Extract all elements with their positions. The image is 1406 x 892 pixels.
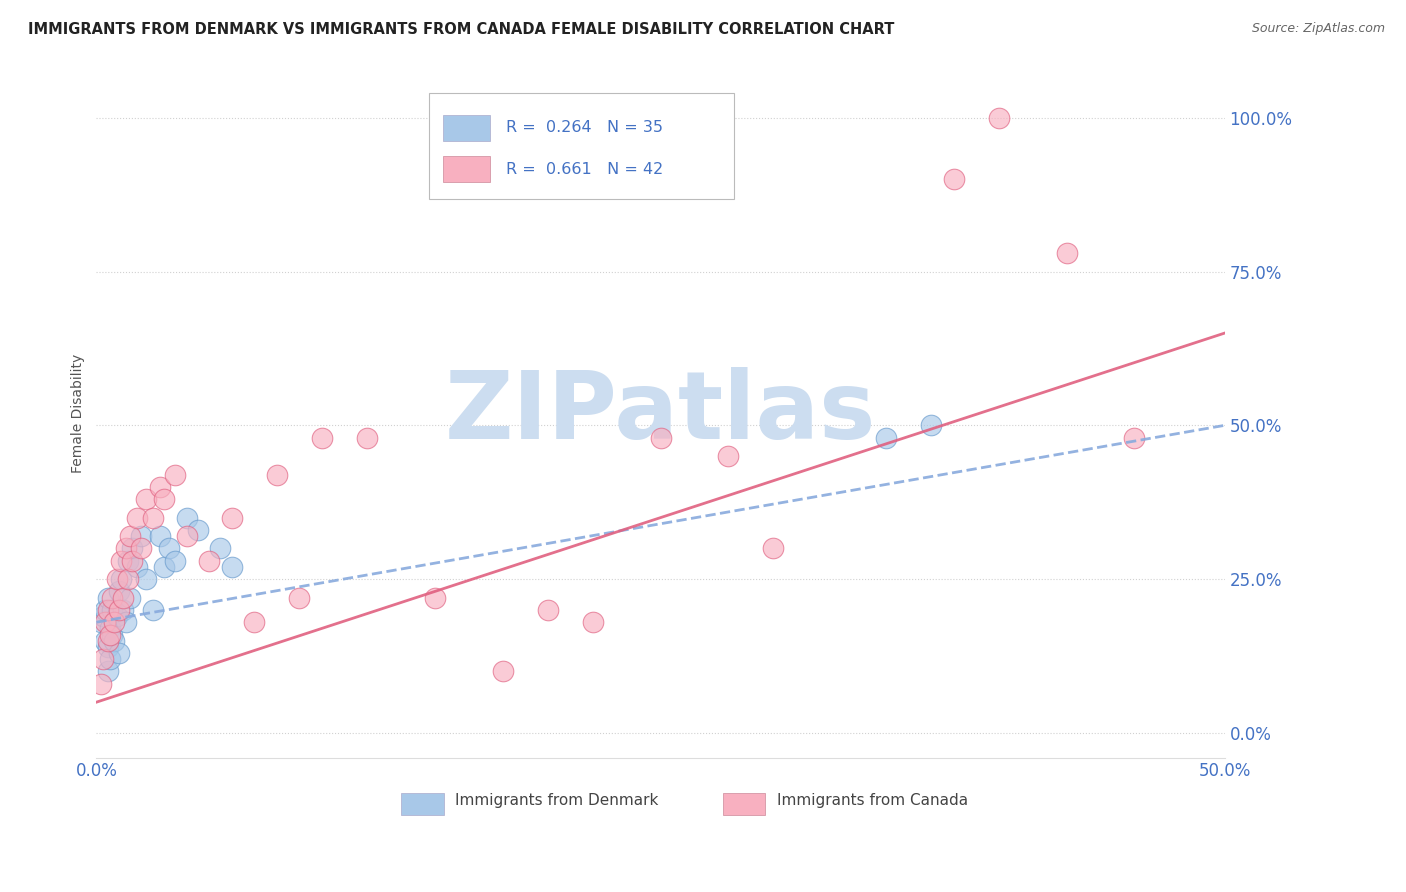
Point [112, 603, 135, 617]
Point [1056, 246, 1078, 260]
Point [121, 554, 143, 568]
Point [108, 603, 131, 617]
Point [101, 591, 124, 605]
Point [423, 591, 446, 605]
Point [117, 572, 139, 586]
Point [97, 665, 120, 679]
Point [94, 633, 117, 648]
Point [243, 615, 266, 630]
Text: Source: ZipAtlas.com: Source: ZipAtlas.com [1251, 22, 1385, 36]
Point [108, 584, 131, 599]
Point [97, 591, 120, 605]
Point [131, 529, 153, 543]
Text: R =  0.661   N = 42: R = 0.661 N = 42 [506, 161, 664, 177]
Point [94, 603, 117, 617]
Point [142, 603, 165, 617]
Point [988, 111, 1011, 125]
FancyBboxPatch shape [429, 93, 734, 200]
FancyBboxPatch shape [443, 156, 491, 182]
Point [135, 492, 157, 507]
FancyBboxPatch shape [723, 793, 765, 814]
Point [491, 665, 513, 679]
Point [125, 510, 148, 524]
Point [94, 615, 117, 630]
Point [114, 615, 136, 630]
Point [105, 572, 128, 586]
Point [98, 621, 121, 635]
Point [311, 431, 333, 445]
Point [120, 591, 142, 605]
Point [148, 480, 170, 494]
Point [1123, 431, 1146, 445]
Point [153, 559, 176, 574]
Point [875, 431, 897, 445]
Point [110, 554, 132, 568]
FancyBboxPatch shape [401, 793, 444, 814]
Point [97, 633, 120, 648]
Point [187, 523, 209, 537]
Point [153, 492, 176, 507]
Point [101, 603, 124, 617]
Point [121, 541, 143, 556]
Point [288, 591, 311, 605]
Point [221, 559, 243, 574]
Point [125, 559, 148, 574]
Point [108, 646, 131, 660]
Point [110, 572, 132, 586]
Point [582, 615, 605, 630]
Point [148, 529, 170, 543]
Point [157, 541, 180, 556]
Point [103, 615, 125, 630]
Point [91, 652, 114, 666]
Text: Immigrants from Canada: Immigrants from Canada [776, 794, 967, 808]
Point [142, 510, 165, 524]
Point [90, 677, 112, 691]
Point [120, 529, 142, 543]
Point [105, 609, 128, 624]
Point [717, 449, 740, 463]
Point [920, 418, 942, 433]
Point [135, 572, 157, 586]
Point [266, 467, 288, 482]
Point [90, 615, 112, 630]
Text: IMMIGRANTS FROM DENMARK VS IMMIGRANTS FROM CANADA FEMALE DISABILITY CORRELATION : IMMIGRANTS FROM DENMARK VS IMMIGRANTS FR… [28, 22, 894, 37]
Y-axis label: Female Disability: Female Disability [72, 353, 86, 473]
Point [97, 603, 120, 617]
Point [165, 554, 187, 568]
Point [650, 431, 672, 445]
Point [112, 591, 135, 605]
Text: ZIPatlas: ZIPatlas [444, 367, 876, 459]
Point [98, 652, 121, 666]
FancyBboxPatch shape [443, 115, 491, 141]
Point [762, 541, 785, 556]
Text: R =  0.264   N = 35: R = 0.264 N = 35 [506, 120, 664, 136]
Point [103, 633, 125, 648]
Point [537, 603, 560, 617]
Point [131, 541, 153, 556]
Point [176, 510, 198, 524]
Text: Immigrants from Denmark: Immigrants from Denmark [456, 794, 658, 808]
Point [91, 609, 114, 624]
Point [176, 529, 198, 543]
Point [221, 510, 243, 524]
Point [165, 467, 187, 482]
Point [117, 554, 139, 568]
Point [356, 431, 378, 445]
Point [98, 627, 121, 641]
Point [114, 541, 136, 556]
Point [942, 172, 965, 186]
Point [198, 554, 221, 568]
Point [101, 627, 124, 641]
Point [97, 640, 120, 654]
Point [209, 541, 232, 556]
